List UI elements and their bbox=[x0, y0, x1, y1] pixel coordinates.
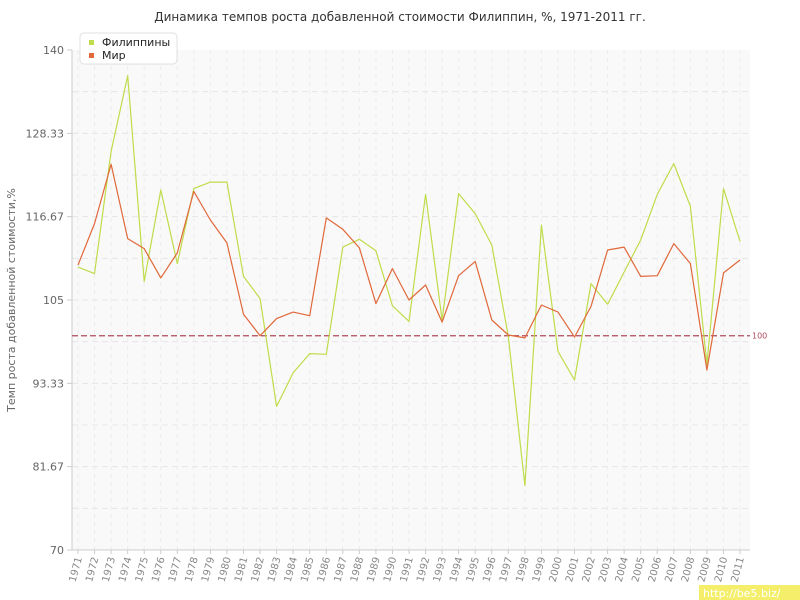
x-tick-label: 2006 bbox=[647, 556, 664, 583]
x-tick-label: 2001 bbox=[564, 556, 581, 583]
x-tick-label: 2002 bbox=[581, 556, 598, 583]
watermark-background bbox=[699, 585, 800, 600]
y-tick-label: 105 bbox=[43, 294, 64, 307]
x-tick-label: 2005 bbox=[630, 556, 647, 583]
x-tick-label: 1991 bbox=[399, 556, 416, 583]
x-tick-label: 1992 bbox=[415, 556, 432, 583]
x-tick-label: 1978 bbox=[184, 556, 201, 583]
x-tick-label: 1972 bbox=[84, 556, 101, 583]
x-tick-label: 2007 bbox=[663, 556, 680, 583]
legend-box bbox=[79, 32, 178, 65]
legend-label-0: Филиппины bbox=[102, 36, 170, 49]
x-tick-label: 2008 bbox=[680, 556, 697, 583]
legend-label-1: Мир bbox=[102, 49, 126, 62]
x-tick-label: 1975 bbox=[134, 556, 151, 583]
x-tick-label: 2003 bbox=[597, 556, 614, 583]
reference-line-label: 100 bbox=[752, 332, 767, 341]
x-tick-label: 1980 bbox=[217, 556, 234, 583]
y-tick-label: 116.67 bbox=[26, 211, 65, 224]
x-tick-label: 1996 bbox=[481, 556, 498, 583]
x-tick-label: 1976 bbox=[150, 556, 167, 583]
x-tick-label: 2004 bbox=[614, 556, 631, 583]
x-tick-label: 1993 bbox=[432, 556, 449, 583]
reference-line: 100 bbox=[72, 332, 767, 341]
x-tick-label: 1977 bbox=[167, 556, 184, 583]
chart-title: Динамика темпов роста добавленной стоимо… bbox=[154, 10, 646, 24]
x-tick-label: 1994 bbox=[448, 556, 465, 583]
y-tick-label: 70 bbox=[50, 544, 64, 557]
y-axis-label: Темп роста добавленной стоимости,% bbox=[5, 188, 18, 413]
x-tick-label: 2009 bbox=[697, 556, 714, 583]
series-group bbox=[77, 75, 741, 487]
x-tick-label: 1982 bbox=[250, 556, 267, 583]
x-tick-label: 1989 bbox=[366, 556, 383, 583]
legend-marker-1 bbox=[89, 53, 94, 58]
grid bbox=[71, 50, 750, 551]
y-tick-label: 140 bbox=[43, 44, 64, 57]
series-line-1 bbox=[77, 163, 741, 371]
watermark-text[interactable]: http://be5.biz/ bbox=[703, 587, 781, 600]
x-tick-label: 1998 bbox=[515, 556, 532, 583]
x-tick-label: 1983 bbox=[266, 556, 283, 583]
x-tick-label: 1981 bbox=[233, 556, 250, 583]
watermark[interactable]: http://be5.biz/ bbox=[699, 585, 800, 600]
x-tick-label: 1999 bbox=[531, 556, 548, 583]
x-tick-label: 1995 bbox=[465, 556, 482, 583]
x-tick-label: 1984 bbox=[283, 556, 300, 583]
x-tick-label: 1987 bbox=[332, 556, 349, 583]
x-tick-label: 1985 bbox=[299, 556, 316, 583]
x-tick-label: 2010 bbox=[713, 556, 730, 583]
legend-marker-0 bbox=[89, 40, 94, 45]
y-tick-label: 128.33 bbox=[26, 127, 65, 140]
x-tick-label: 2000 bbox=[548, 556, 565, 583]
x-tick-label: 1974 bbox=[117, 556, 134, 583]
x-tick-label: 1988 bbox=[349, 556, 366, 583]
x-tick-label: 1997 bbox=[498, 556, 515, 583]
x-tick-label: 1979 bbox=[200, 556, 217, 583]
x-tick-label: 1986 bbox=[316, 556, 333, 583]
y-axis: 140 128.33 116.67 105 93.33 81.67 70 bbox=[26, 44, 72, 557]
x-tick-label: 2011 bbox=[730, 556, 747, 583]
x-tick-label: 1971 bbox=[68, 556, 85, 583]
x-tick-label: 1990 bbox=[382, 556, 399, 583]
y-tick-label: 81.67 bbox=[33, 461, 65, 474]
x-axis: 1971 1972 1973 1974 1975 1976 1977 1978 1979 1980… bbox=[68, 550, 747, 583]
y-tick-label: 93.33 bbox=[33, 377, 65, 390]
x-tick-label: 1973 bbox=[101, 556, 118, 583]
